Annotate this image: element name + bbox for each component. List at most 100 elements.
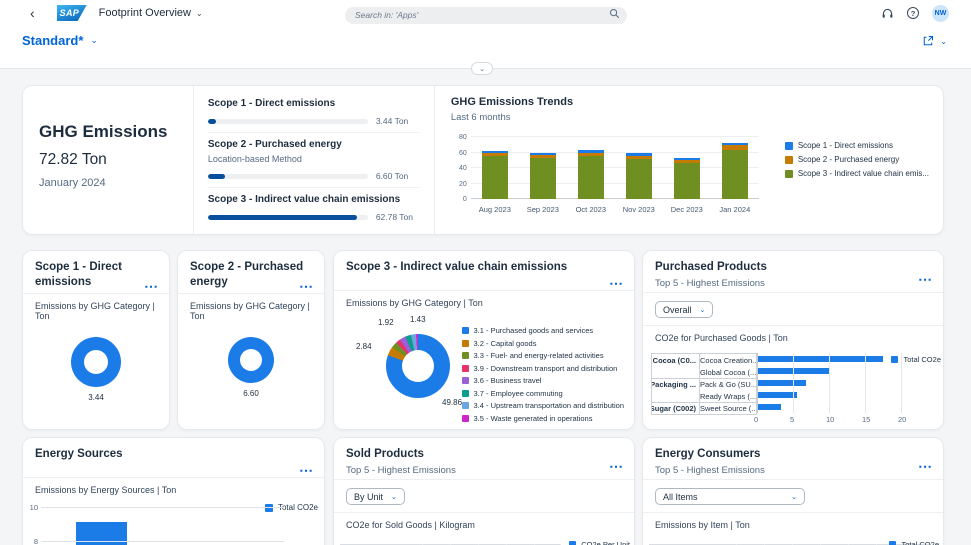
bar	[76, 522, 127, 545]
stacked-bar-segment	[529, 158, 556, 199]
app-title-menu[interactable]: Footprint Overview ⌄	[99, 7, 203, 19]
top-bar: ‹ SAP Footprint Overview ⌄ ? NW	[0, 0, 971, 26]
user-avatar[interactable]: NW	[932, 4, 949, 22]
search-container	[345, 5, 627, 24]
legend-swatch	[461, 389, 469, 397]
donut-hole	[240, 348, 262, 371]
legend-swatch	[784, 141, 793, 150]
stacked-bar-segment	[673, 157, 700, 160]
back-icon[interactable]: ‹	[30, 5, 35, 21]
bar	[757, 392, 798, 399]
gridline	[901, 353, 902, 414]
gridline	[470, 182, 759, 184]
scope2-label: Scope 2 - Purchased energy	[207, 139, 342, 150]
chart-caption: CO2e for Sold Goods | Kilogram	[346, 520, 475, 531]
trends-subtitle: Last 6 months	[450, 112, 511, 123]
legend-swatch	[784, 169, 793, 178]
card-title: Purchased Products	[655, 261, 767, 273]
filter-value: Overall	[663, 304, 692, 315]
chevron-down-icon: ⌄	[699, 306, 706, 314]
overflow-menu-icon[interactable]: ⋯	[144, 277, 159, 294]
variant-selector[interactable]: Standard* ⌄	[22, 33, 98, 48]
energy-sources-bar-chart: Total CO2e 10 8	[23, 499, 324, 545]
chevron-down-icon: ⌄	[940, 36, 947, 46]
chart-legend: CO2e Per Unit	[569, 540, 630, 545]
item-label: Ready Wraps (...	[700, 391, 756, 401]
chevron-down-icon: ⌄	[791, 493, 797, 501]
scope3-donut-zone: 2.84 1.92 1.43 49.86	[338, 314, 462, 414]
stacked-bar-segment	[577, 156, 604, 199]
overflow-menu-icon[interactable]: ⋯	[299, 462, 314, 478]
legend-label: 3.2 - Capital goods	[473, 338, 537, 348]
bar	[757, 404, 781, 411]
overflow-menu-icon[interactable]: ⋯	[918, 457, 933, 474]
legend-item: Scope 2 - Purchased energy	[784, 155, 929, 164]
help-icon[interactable]: ?	[907, 7, 919, 19]
overflow-menu-icon[interactable]: ⋯	[299, 277, 314, 294]
search-icon[interactable]	[609, 8, 620, 19]
card-title: Scope 1 - Direct emissions	[35, 261, 122, 288]
donut-hole	[84, 349, 108, 374]
by-unit-filter-select[interactable]: By Unit ⌄	[346, 488, 405, 506]
legend-item: 3.3 - Fuel- and energy-related activitie…	[461, 351, 625, 360]
scope2-card: Scope 2 - Purchased energy ⋯ Emissions b…	[177, 250, 325, 430]
x-axis-label: Sep 2023	[526, 205, 559, 214]
group-label	[652, 390, 700, 403]
legend-label: 3.7 - Employee commuting	[473, 388, 563, 398]
group-label: Cocoa (C0...	[652, 354, 700, 367]
stacked-bar-segment	[721, 150, 748, 199]
stacked-bar-segment	[673, 159, 700, 163]
scope1-donut-value: 3.44	[88, 392, 104, 402]
scope1-value: 3.44 Ton	[375, 116, 409, 126]
overall-filter-select[interactable]: Overall ⌄	[655, 301, 714, 319]
legend-item: Scope 3 - Indirect value chain emis...	[784, 169, 929, 178]
gridline	[41, 541, 284, 542]
legend-item: 3.6 - Business travel	[461, 376, 625, 385]
group-label	[652, 366, 700, 379]
legend-swatch	[461, 339, 469, 347]
legend-label: 3.3 - Fuel- and energy-related activitie…	[473, 351, 604, 360]
overflow-menu-icon[interactable]: ⋯	[918, 270, 933, 287]
stacked-bar-segment	[625, 155, 652, 160]
collapse-header-button[interactable]: ⌄	[471, 62, 493, 75]
chart-caption: Emissions by GHG Category | Ton	[346, 298, 483, 308]
hbar-plot: 0 5 10 15 20	[754, 353, 906, 427]
all-items-filter-select[interactable]: All Items ⌄	[655, 488, 805, 506]
legend-item: 3.9 - Downstream transport and distribut…	[461, 364, 625, 373]
slice-label: 1.43	[410, 315, 426, 324]
scope1-label: Scope 1 - Direct emissions	[207, 98, 336, 109]
top-icon-group: ? NW	[881, 0, 949, 26]
card-subtitle: Top 5 - Highest Emissions	[655, 277, 765, 289]
y-axis-tick: 40	[459, 165, 467, 172]
chart-caption: Emissions by GHG Category | Ton	[190, 300, 310, 321]
bar	[757, 380, 806, 387]
headset-icon[interactable]	[881, 7, 894, 20]
sold-products-card: Sold Products Top 5 - Highest Emissions …	[333, 437, 635, 545]
legend-swatch	[569, 541, 577, 545]
scope2-donut-chart	[228, 336, 274, 383]
card-subtitle: Top 5 - Highest Emissions	[346, 464, 456, 476]
gridline	[470, 151, 759, 153]
scope1-progress-fill	[207, 118, 216, 124]
card-header: Scope 2 - Purchased energy ⋯	[178, 251, 324, 294]
search-input[interactable]	[345, 6, 627, 24]
card-title: Energy Sources	[35, 448, 123, 460]
legend-label: Scope 1 - Direct emissions	[797, 141, 893, 150]
y-axis-tick: 8	[33, 537, 38, 545]
legend-item: Scope 1 - Direct emissions	[784, 141, 929, 150]
stacked-bar-segment	[577, 152, 604, 156]
chart-caption: CO2e for Purchased Goods | Ton	[655, 333, 788, 344]
overflow-menu-icon[interactable]: ⋯	[609, 457, 624, 474]
share-menu[interactable]: ⌄	[922, 35, 947, 47]
slice-label: 49.86	[442, 398, 463, 407]
stacked-bar-segment	[481, 150, 508, 153]
app-title-label: Footprint Overview	[98, 7, 191, 19]
scope2-progress-row: Scope 2 - Purchased energy Location-base…	[207, 132, 420, 187]
overflow-menu-icon[interactable]: ⋯	[609, 275, 624, 291]
chevron-down-icon: ⌄	[479, 65, 485, 73]
y-axis-tick: 20	[459, 180, 467, 188]
legend-label: Total CO2e	[903, 355, 941, 365]
card-header: Purchased Products Top 5 - Highest Emiss…	[643, 251, 943, 293]
filter-row: Overall ⌄	[643, 293, 943, 327]
